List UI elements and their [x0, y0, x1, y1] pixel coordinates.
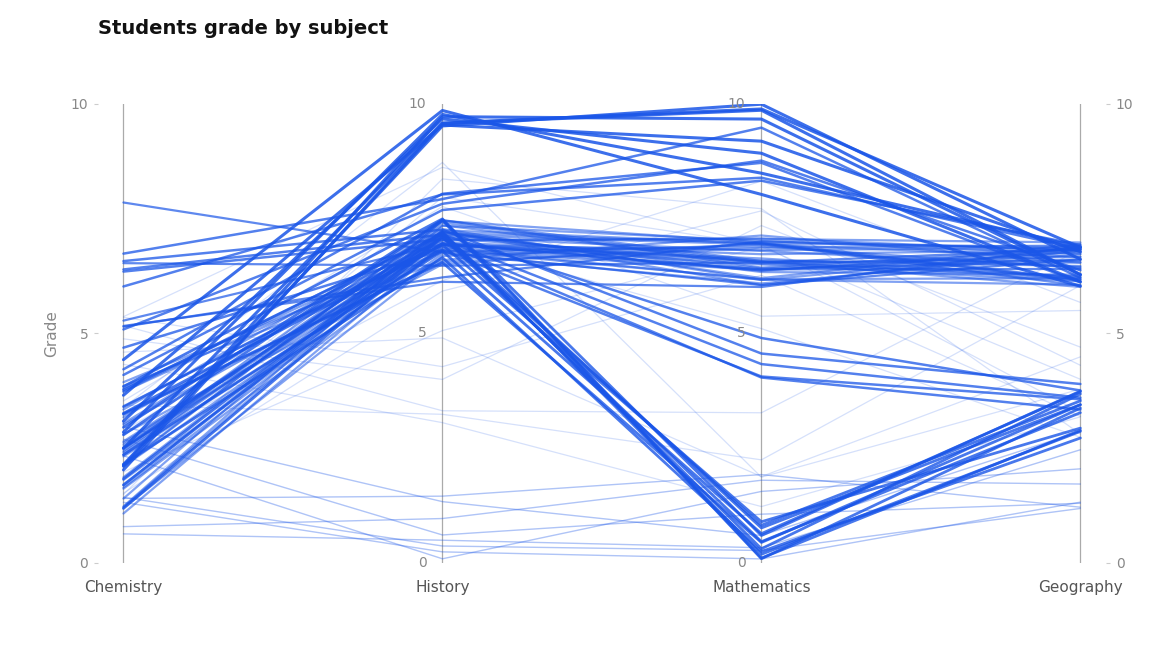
Text: 5: 5: [418, 326, 426, 340]
Text: 10: 10: [409, 96, 426, 111]
Text: 5: 5: [737, 326, 745, 340]
Text: 0: 0: [737, 556, 745, 570]
Text: 10: 10: [728, 96, 745, 111]
Text: 0: 0: [418, 556, 426, 570]
Y-axis label: Grade: Grade: [1150, 310, 1152, 356]
Y-axis label: Grade: Grade: [45, 310, 60, 356]
Text: Students grade by subject: Students grade by subject: [98, 19, 388, 38]
